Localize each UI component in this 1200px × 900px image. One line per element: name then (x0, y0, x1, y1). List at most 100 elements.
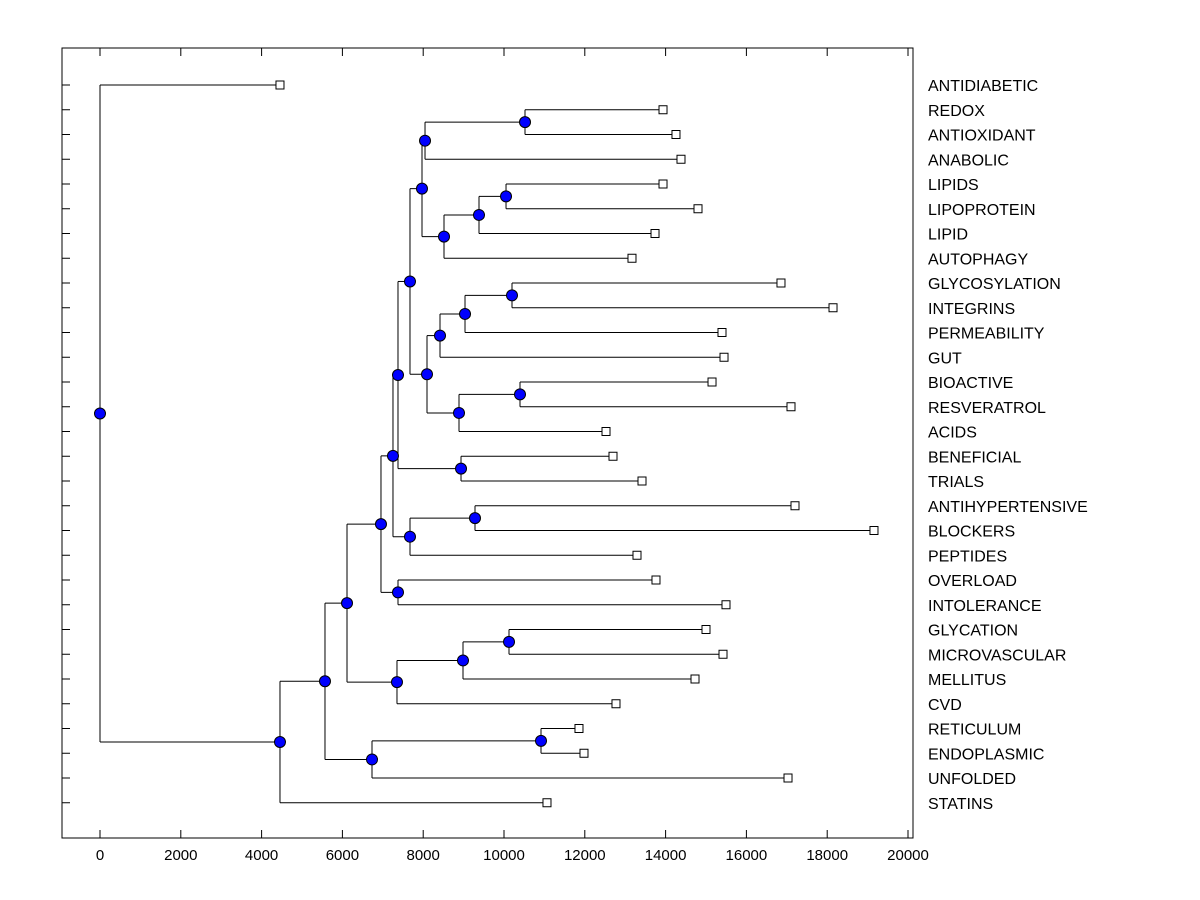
leaf-marker (869, 526, 879, 535)
cluster-node (420, 368, 433, 381)
leaf-marker (786, 402, 796, 412)
leaf-label: TRIALS (928, 474, 984, 491)
cluster-node (455, 462, 468, 475)
x-tick-label: 6000 (326, 847, 359, 864)
cluster-node (94, 407, 106, 420)
leaf-marker (701, 625, 711, 634)
leaf-marker (671, 130, 681, 139)
leaf-marker (717, 328, 727, 337)
cluster-node (500, 190, 513, 203)
leaf-label: ANTIHYPERTENSIVE (928, 499, 1088, 516)
leaf-marker (719, 352, 729, 362)
leaf-marker (693, 204, 703, 214)
x-tick-label: 2000 (164, 847, 197, 864)
x-tick-label: 18000 (806, 847, 848, 864)
cluster-node (519, 116, 532, 129)
leaf-label: LIPID (928, 227, 968, 244)
leaf-label: BIOACTIVE (928, 375, 1013, 392)
x-tick-label: 10000 (483, 847, 525, 864)
leaf-label: ACIDS (928, 425, 977, 442)
cluster-node (434, 329, 447, 342)
leaf-label: UNFOLDED (928, 771, 1016, 788)
cluster-node (419, 134, 432, 147)
x-tick-label: 20000 (887, 847, 929, 864)
cluster-node (341, 597, 354, 610)
cluster-node (390, 676, 403, 689)
leaf-label: PEPTIDES (928, 548, 1007, 565)
leaf-marker (658, 179, 668, 189)
leaf-marker (601, 427, 611, 436)
leaf-marker (579, 748, 589, 758)
leaf-marker (632, 550, 642, 560)
cluster-node (386, 449, 399, 462)
leaf-marker (658, 105, 668, 115)
leaf-label: GLYCATION (928, 623, 1018, 640)
leaf-label: ANTIDIABETIC (928, 78, 1038, 95)
leaf-marker (783, 773, 793, 783)
dendrogram-nodes (94, 80, 879, 808)
leaf-marker (627, 253, 637, 263)
leaf-label: CVD (928, 697, 962, 714)
leaf-label: GUT (928, 350, 962, 367)
leaf-marker (650, 229, 660, 238)
leaf-marker (690, 674, 700, 684)
leaf-label: PERMEABILITY (928, 326, 1045, 343)
leaf-marker (776, 278, 786, 288)
leaf-label: REDOX (928, 103, 985, 120)
leaf-label: OVERLOAD (928, 573, 1017, 590)
leaf-marker (707, 377, 717, 387)
leaf-label: MELLITUS (928, 672, 1006, 689)
cluster-node (535, 734, 548, 747)
leaf-marker (637, 476, 647, 486)
cluster-node (438, 230, 451, 243)
dendrogram-links (99, 84, 874, 804)
leaf-label: RESVERATROL (928, 400, 1046, 417)
x-tick-label: 0 (96, 847, 104, 864)
x-axis: 0 2000 4000 6000 8000 10000 12000 14000 16000 180… (62, 48, 929, 864)
leaf-marker (718, 649, 728, 659)
cluster-node (391, 369, 404, 382)
leaf-label: MICROVASCULAR (928, 647, 1066, 664)
cluster-node (468, 512, 481, 525)
cluster-node (505, 289, 518, 302)
leaf-marker (651, 575, 661, 585)
cluster-node (374, 518, 387, 531)
leaf-label: BLOCKERS (928, 524, 1015, 541)
cluster-node (403, 275, 416, 288)
cluster-node (456, 654, 469, 667)
leaf-labels: ANTIDIABETIC REDOX ANTIOXIDANT ANABOLIC LIPI… (928, 78, 1088, 813)
plot-frame (61, 47, 914, 839)
cluster-node (318, 675, 331, 688)
cluster-node (452, 406, 465, 419)
leaf-label: LIPIDS (928, 177, 979, 194)
cluster-node (503, 635, 516, 648)
leaf-marker (790, 501, 800, 511)
x-tick-label: 8000 (407, 847, 440, 864)
cluster-node (472, 208, 485, 221)
leaf-label: LIPOPROTEIN (928, 202, 1036, 219)
leaf-marker (608, 451, 618, 461)
leaf-marker (676, 154, 686, 164)
cluster-node (366, 753, 379, 766)
leaf-label: ANTIOXIDANT (928, 128, 1036, 145)
x-tick-label: 4000 (245, 847, 278, 864)
leaf-label: AUTOPHAGY (928, 251, 1029, 268)
leaf-marker (611, 699, 621, 709)
cluster-node (403, 530, 416, 543)
leaf-label: ENDOPLASMIC (928, 746, 1044, 763)
leaf-marker (542, 798, 552, 808)
cluster-node (273, 736, 286, 749)
leaf-label: GLYCOSYLATION (928, 276, 1061, 293)
leaf-label: RETICULUM (928, 722, 1021, 739)
cluster-node (513, 388, 526, 401)
leaf-marker (721, 600, 731, 610)
leaf-marker (275, 80, 285, 90)
leaf-label: INTOLERANCE (928, 598, 1042, 615)
leaf-label: ANABOLIC (928, 152, 1009, 169)
leaf-label: STATINS (928, 796, 993, 813)
x-tick-label: 14000 (645, 847, 687, 864)
x-tick-label: 12000 (564, 847, 606, 864)
leaf-label: BENEFICIAL (928, 449, 1021, 466)
x-tick-label: 16000 (726, 847, 768, 864)
cluster-node (391, 586, 404, 599)
